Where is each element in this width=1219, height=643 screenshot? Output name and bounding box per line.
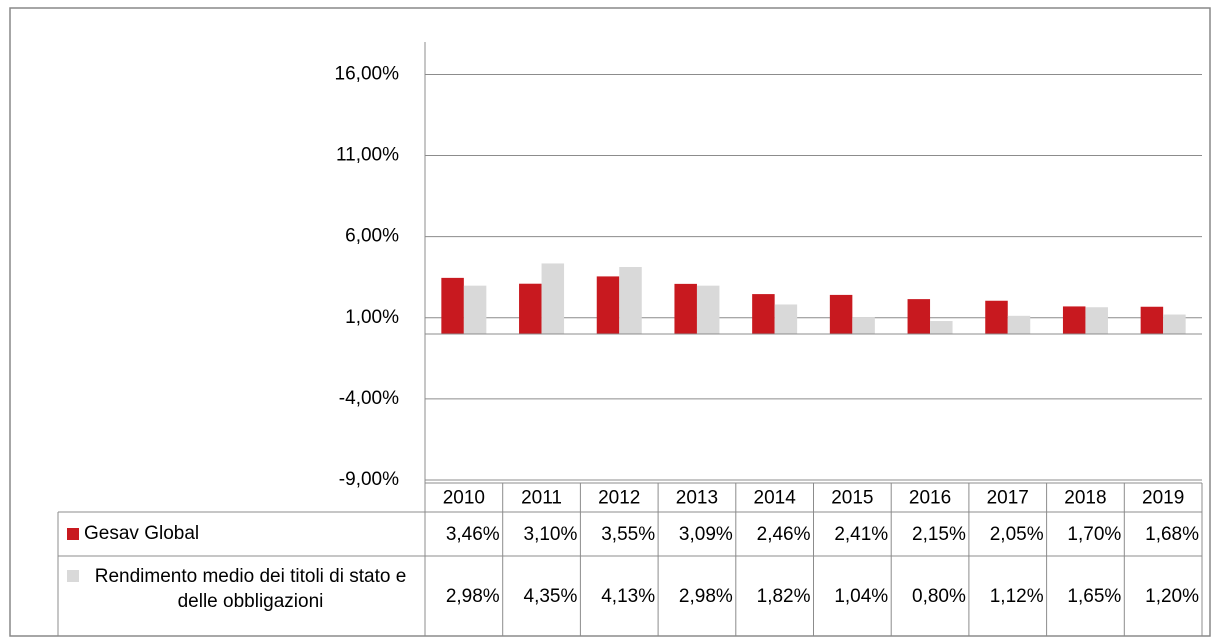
data-label: 3,09% — [679, 524, 733, 545]
data-label: 3,10% — [524, 524, 578, 545]
bar — [774, 304, 798, 334]
data-label: 1,82% — [757, 586, 811, 607]
y-tick-label: 11,00% — [336, 145, 399, 166]
legend-swatch — [67, 528, 79, 540]
data-label: 4,13% — [601, 586, 655, 607]
x-tick-label: 2018 — [1064, 488, 1106, 509]
data-label: 2,98% — [446, 586, 500, 607]
data-label: 2,41% — [834, 524, 888, 545]
y-tick-label: -4,00% — [339, 388, 399, 409]
bar — [619, 267, 642, 334]
data-label: 3,46% — [446, 524, 500, 545]
x-tick-label: 2014 — [754, 488, 797, 509]
bar — [930, 321, 953, 334]
bar — [674, 283, 697, 334]
data-label: 1,70% — [1067, 524, 1121, 545]
bar — [852, 317, 875, 334]
x-tick-label: 2012 — [598, 488, 640, 509]
x-tick-label: 2010 — [443, 488, 485, 509]
bar — [541, 263, 565, 334]
x-tick-label: 2019 — [1142, 488, 1184, 509]
bar — [596, 276, 620, 334]
x-tick-label: 2016 — [909, 488, 951, 509]
bar — [519, 283, 542, 334]
bar — [1163, 314, 1186, 334]
bar — [463, 285, 487, 334]
data-label: 2,15% — [912, 524, 966, 545]
data-label: 1,04% — [834, 586, 888, 607]
bar — [985, 300, 1008, 334]
data-label: 1,65% — [1067, 586, 1121, 607]
data-label: 3,55% — [601, 524, 655, 545]
data-label: 1,68% — [1145, 524, 1199, 545]
data-label: 2,46% — [757, 524, 811, 545]
x-tick-label: 2013 — [676, 488, 718, 509]
bar — [752, 294, 775, 334]
data-label: 4,35% — [524, 586, 578, 607]
data-label: 2,05% — [990, 524, 1044, 545]
y-tick-label: 6,00% — [345, 226, 399, 247]
x-tick-label: 2017 — [987, 488, 1029, 509]
legend-entry: Gesav Global — [84, 523, 200, 544]
bar — [1140, 306, 1164, 334]
data-label: 2,98% — [679, 586, 733, 607]
legend-entry: Rendimento medio dei titoli di stato e d… — [94, 566, 407, 612]
y-tick-label: 1,00% — [345, 307, 399, 328]
bar — [829, 294, 853, 334]
bar — [441, 277, 464, 334]
data-label: 0,80% — [912, 586, 966, 607]
bar — [696, 285, 720, 334]
x-tick-label: 2015 — [831, 488, 873, 509]
bar — [907, 299, 931, 334]
bar — [1007, 315, 1031, 334]
bar — [1062, 306, 1086, 334]
y-tick-label: -9,00% — [339, 469, 399, 490]
data-label: 1,12% — [990, 586, 1044, 607]
data-label: 1,20% — [1145, 586, 1199, 607]
x-tick-label: 2011 — [521, 488, 562, 509]
legend-swatch — [67, 570, 79, 582]
y-tick-label: 16,00% — [335, 63, 400, 84]
bar — [1085, 307, 1108, 334]
